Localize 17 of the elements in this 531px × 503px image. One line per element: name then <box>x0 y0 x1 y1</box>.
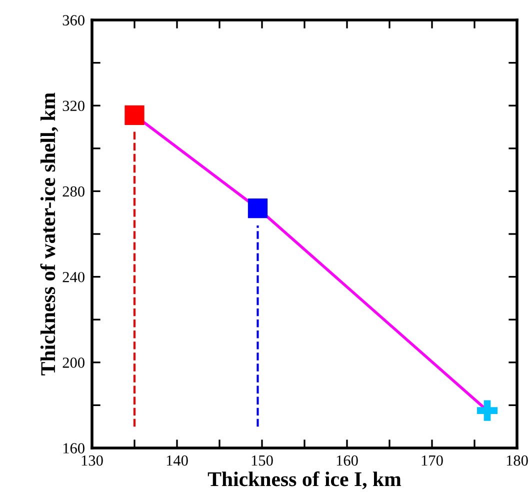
point <box>124 105 144 126</box>
x-tick-label: 160 <box>336 455 358 466</box>
y-axis-title: Thickness of water-ice shell, km <box>40 92 58 376</box>
x-tick-label: 130 <box>82 455 103 466</box>
x-tick-label: 150 <box>252 455 273 466</box>
x-tick-label: 170 <box>422 455 443 466</box>
x-tick-label: 140 <box>166 455 188 466</box>
x-tick-label: 180 <box>506 455 528 466</box>
y-tick-label: 320 <box>62 100 84 112</box>
y-tick-label: 280 <box>62 186 84 197</box>
y-tick-label: 160 <box>63 443 84 454</box>
y-tick-label: 360 <box>62 15 84 26</box>
y-tick-label: 240 <box>62 272 84 282</box>
x-axis-title: Thickness of ice I, km <box>208 471 402 490</box>
point <box>476 400 498 421</box>
y-tick-label: 200 <box>62 358 84 368</box>
point <box>248 198 268 218</box>
